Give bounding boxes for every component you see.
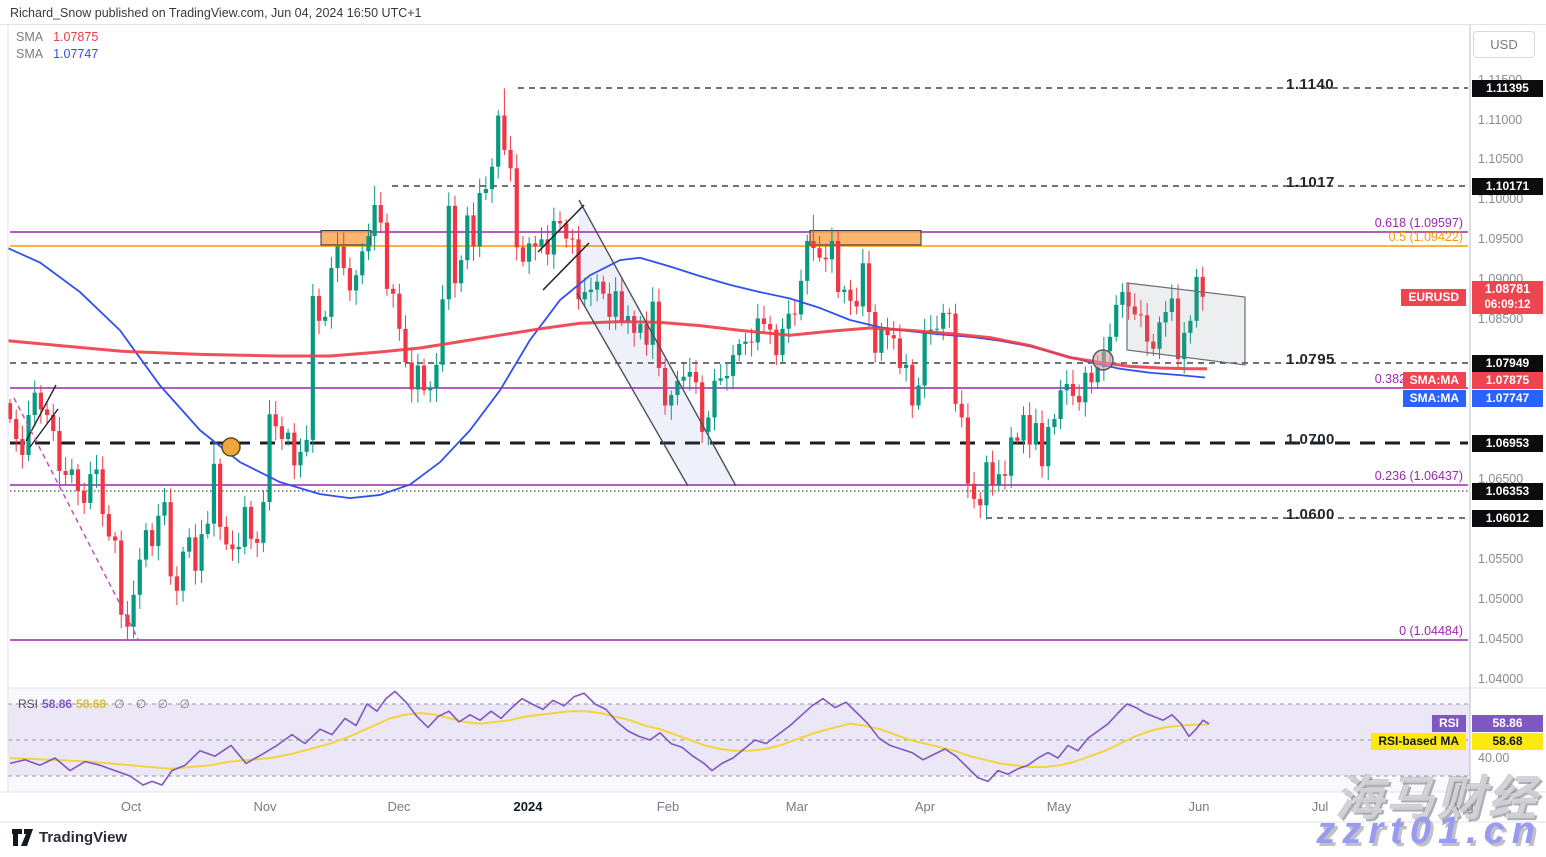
sma2-value: 1.07747 — [53, 47, 99, 61]
axis-price-tick-label: 1.11000 — [1478, 113, 1523, 127]
axis-price-tick-label: 1.05500 — [1478, 552, 1524, 566]
rsi-legend-title: RSI — [18, 697, 39, 711]
sma-blue-axis-label: SMA:MA — [1402, 390, 1466, 407]
x-axis-month-label[interactable]: Nov — [253, 799, 277, 814]
axis-price-tick-label: 1.10500 — [1478, 152, 1524, 166]
tradingview-logo-text: TradingView — [39, 829, 128, 846]
fib-level-label: 0 (1.04484) — [1399, 624, 1463, 638]
x-axis-month-label[interactable]: 2024 — [513, 799, 543, 814]
rsi-legend[interactable]: RSI 58.86 58.68 ∅ ∅ ∅ ∅ — [18, 697, 194, 711]
watermark-site-url: zzrt01.cn — [1316, 810, 1542, 852]
symbol-badge: EURUSD — [1401, 289, 1466, 306]
sma-legend-row-2[interactable]: SMA 1.07747 — [16, 47, 98, 61]
rsi-ma-axis-value: 58.68 — [1472, 733, 1543, 750]
x-axis-month-label[interactable]: Aug — [1450, 799, 1474, 814]
price-level-badge: 1.06353 — [1472, 482, 1543, 500]
price-level-badge: 1.10171 — [1472, 177, 1543, 195]
sma-red-axis-value: 1.07875 — [1472, 372, 1543, 389]
x-axis-month-label[interactable]: Dec — [387, 799, 411, 814]
level-price-label: 1.0700 — [1286, 431, 1335, 448]
x-axis-month-label[interactable]: Jun — [1188, 799, 1210, 814]
axis-price-tick-label: 1.04500 — [1478, 632, 1524, 646]
level-price-label: 1.0600 — [1286, 506, 1335, 523]
price-level-badge: 1.11395 — [1472, 79, 1543, 97]
sma1-label: SMA — [16, 30, 44, 44]
fib-level-label: 0.5 (1.09422) — [1388, 230, 1463, 244]
rsi-axis-tick-label: 40.00 — [1478, 751, 1510, 765]
level-price-label: 1.1140 — [1286, 76, 1335, 93]
axis-price-tick-label: 1.08500 — [1478, 312, 1524, 326]
sma2-label: SMA — [16, 47, 44, 61]
price-level-badge: 1.06953 — [1472, 434, 1543, 452]
x-axis-month-label[interactable]: May — [1046, 799, 1072, 814]
rsi-legend-empty-values: ∅ ∅ ∅ ∅ — [114, 697, 194, 711]
currency-selector-button[interactable]: USD — [1473, 31, 1535, 58]
fib-level-label: 0.618 (1.09597) — [1374, 216, 1463, 230]
last-price-badge: 1.08781 06:09:12 — [1472, 281, 1543, 314]
fib-level-label: 0.236 (1.06437) — [1374, 469, 1463, 483]
sma-red-axis-label: SMA:MA — [1402, 372, 1466, 389]
price-level-badge: 1.06012 — [1472, 509, 1543, 527]
rsi-axis-value: 58.86 — [1472, 715, 1543, 732]
attribution-text: Richard_Snow published on TradingView.co… — [10, 6, 422, 20]
rsi-legend-value: 58.86 — [42, 697, 73, 711]
level-price-label: 1.0795 — [1286, 351, 1335, 368]
x-axis-month-label[interactable]: Jul — [1311, 799, 1329, 814]
sma-blue-axis-value: 1.07747 — [1472, 390, 1543, 407]
price-level-badge: 1.07949 — [1472, 354, 1543, 372]
axis-price-tick-label: 1.09500 — [1478, 232, 1524, 246]
axis-price-tick-label: 1.05000 — [1478, 592, 1524, 606]
level-price-label: 1.1017 — [1286, 174, 1335, 191]
axis-price-tick-label: 1.04000 — [1478, 672, 1524, 686]
tradingview-logo-icon — [12, 829, 33, 846]
candle-countdown-timer: 06:09:12 — [1484, 299, 1531, 311]
last-price-value: 1.08781 — [1484, 282, 1531, 296]
x-axis-month-label[interactable]: Apr — [914, 799, 936, 814]
x-axis-month-label[interactable]: Mar — [785, 799, 809, 814]
rsi-axis-label: RSI — [1431, 715, 1466, 732]
watermark-site-name: 海马财经 — [1336, 772, 1540, 825]
sma1-value: 1.07875 — [53, 30, 99, 44]
rsi-ma-axis-label: RSI-based MA — [1371, 733, 1466, 750]
rsi-ma-legend-value: 58.68 — [76, 697, 107, 711]
axis-price-tick-label: 1.10000 — [1478, 192, 1524, 206]
tradingview-logo[interactable]: TradingView — [12, 829, 127, 846]
sma-legend-row-1[interactable]: SMA 1.07875 — [16, 30, 98, 44]
x-axis-month-label[interactable]: Oct — [120, 799, 142, 814]
x-axis-month-label[interactable]: Feb — [656, 799, 680, 814]
